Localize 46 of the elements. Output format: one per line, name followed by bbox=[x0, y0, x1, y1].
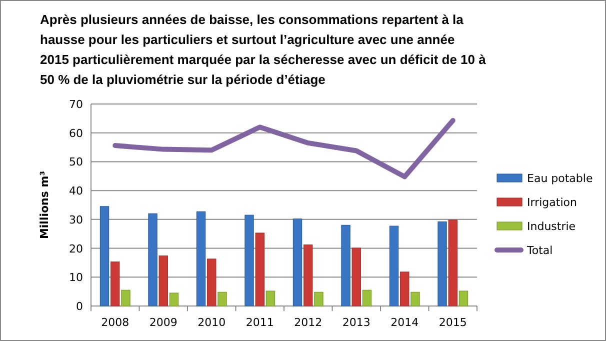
bar bbox=[352, 248, 361, 306]
bar bbox=[266, 290, 276, 306]
bar bbox=[400, 272, 410, 306]
bar bbox=[148, 213, 158, 306]
legend-label: Irrigation bbox=[527, 196, 577, 209]
y-tick-label: 10 bbox=[69, 271, 83, 284]
bar bbox=[304, 244, 313, 306]
x-tick-label: 2012 bbox=[294, 316, 322, 329]
x-tick-label: 2008 bbox=[101, 316, 130, 329]
bar bbox=[438, 221, 447, 306]
y-tick-label: 70 bbox=[69, 98, 83, 111]
bar bbox=[169, 292, 179, 306]
x-tick-label: 2010 bbox=[198, 316, 226, 329]
x-tick-label: 2014 bbox=[390, 316, 419, 329]
bar bbox=[158, 255, 168, 306]
bar bbox=[362, 290, 372, 306]
y-axis-title: Millions m³ bbox=[38, 170, 51, 240]
legend-label: Eau potable bbox=[527, 172, 593, 185]
legend-label: Total bbox=[526, 244, 553, 257]
bar bbox=[207, 258, 216, 306]
bar bbox=[110, 262, 120, 306]
bar bbox=[410, 292, 420, 306]
y-tick-label: 40 bbox=[69, 184, 83, 198]
y-tick-label: 20 bbox=[69, 242, 83, 256]
bar bbox=[121, 290, 130, 306]
bar bbox=[292, 218, 302, 306]
y-tick-label: 60 bbox=[69, 126, 83, 140]
y-tick-label: 30 bbox=[69, 213, 83, 226]
x-tick-label: 2015 bbox=[438, 316, 467, 329]
bar bbox=[196, 211, 206, 306]
y-tick-label: 50 bbox=[69, 156, 83, 169]
legend-label: Industrie bbox=[527, 220, 576, 233]
x-tick-label: 2009 bbox=[149, 316, 178, 329]
bar bbox=[218, 292, 227, 306]
chart-title: Après plusieurs années de baisse, les consommations repartent à la hausse pour les particuliers et surtout l’agriculture avec une année 2015 particulièrement marquée par la sécheresse avec un déficit de 10 à 50 % de la pluviométrie sur la période d’étiage bbox=[40, 12, 487, 87]
bar bbox=[100, 206, 110, 306]
x-tick-label: 2013 bbox=[342, 316, 370, 329]
bar bbox=[389, 226, 399, 306]
bar bbox=[314, 292, 324, 306]
x-tick-label: 2011 bbox=[246, 316, 274, 329]
bar bbox=[341, 224, 350, 306]
bar bbox=[255, 232, 264, 306]
bar bbox=[448, 220, 458, 306]
bar bbox=[458, 290, 468, 306]
y-tick-label: 0 bbox=[76, 300, 83, 313]
bar bbox=[244, 214, 254, 306]
